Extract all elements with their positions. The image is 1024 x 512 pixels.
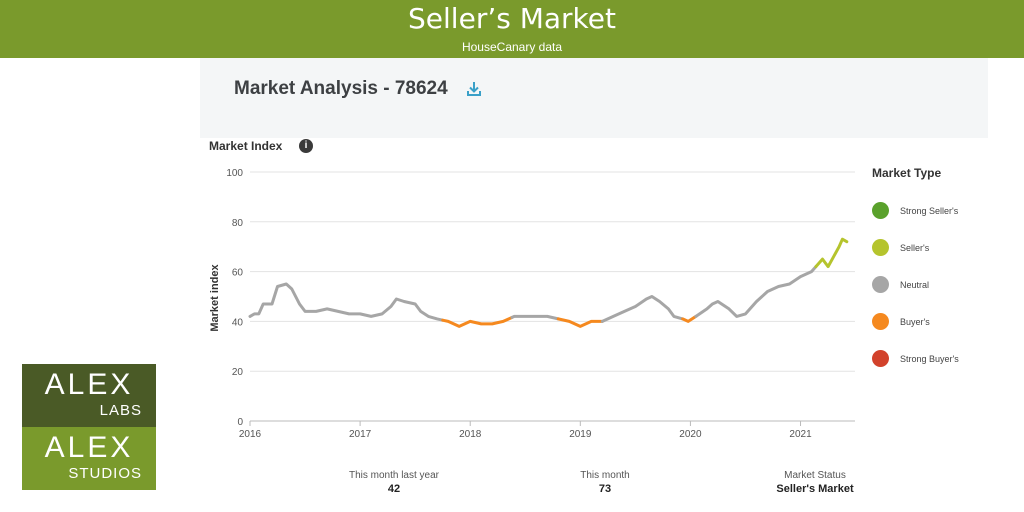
logo-studios: ALEX STUDIOS [22,427,156,490]
legend-swatch [872,276,889,293]
chart-grid [249,171,855,426]
stat-this-month-label: This month [580,470,630,481]
stat-last-year-label: This month last year [348,470,440,481]
legend-label: Seller's [900,242,930,253]
legend-item-neutral: Neutral [872,266,1012,303]
legend-label: Strong Buyer's [900,353,959,364]
market-index-label: Market Index [209,139,283,153]
stat-last-year: This month last year 42 [340,470,448,495]
logo-labs: ALEX LABS [22,364,156,427]
card-title: Market Analysis - 78624 [234,78,448,99]
logo-labs-subtitle: LABS [99,402,142,419]
y-tick-label: 20 [232,367,244,378]
series-segment [600,295,685,323]
x-axis-ticks: 2016 2017 2018 2019 2020 2021 [239,429,812,440]
stat-last-year-value: 42 [387,483,401,495]
series-segment [681,314,698,323]
info-icon[interactable]: i [299,139,313,153]
stat-market-status-value: Seller's Market [776,483,854,495]
y-axis-label: Market index [209,263,221,331]
legend-item-buyers: Buyer's [872,303,1012,340]
series-segment [510,314,560,321]
stat-this-month-value: 73 [598,483,612,495]
x-tick-label: 2020 [679,429,702,440]
download-icon[interactable] [466,80,482,98]
x-tick-label: 2017 [349,429,372,440]
x-tick-label: 2016 [239,429,262,440]
legend-item-strong-sellers: Strong Seller's [872,192,1012,229]
legend-label: Buyer's [900,316,930,327]
y-axis-ticks: 0 20 40 60 80 100 [226,168,243,428]
y-tick-label: 60 [232,268,244,279]
series-segment [441,315,514,328]
logo-studios-wordmark: ALEX [44,431,134,464]
legend-swatch [872,313,889,330]
alex-logo: ALEX LABS ALEX STUDIOS [22,364,156,490]
legend-label: Strong Seller's [900,205,959,216]
series-segment [814,237,849,269]
legend-label: Neutral [900,279,930,290]
legend: Market Type Strong Seller's Seller's Neu… [872,166,1012,377]
legend-item-sellers: Seller's [872,229,1012,266]
series-segment [556,317,604,328]
series-segment [694,265,818,318]
banner-title: Seller’s Market [408,2,616,35]
y-tick-label: 0 [237,417,243,428]
stat-this-month: This month 73 [560,470,650,495]
legend-swatch [872,202,889,219]
market-analysis-card: Market Analysis - 78624 [200,58,988,138]
logo-studios-subtitle: STUDIOS [68,465,142,482]
legend-swatch [872,239,889,256]
legend-item-strong-buyers: Strong Buyer's [872,340,1012,377]
x-tick-label: 2021 [789,429,812,440]
y-tick-label: 80 [232,218,244,229]
x-tick-label: 2018 [459,429,482,440]
banner-subtitle: HouseCanary data [461,40,563,54]
stat-market-status-label: Market Status [784,470,846,481]
logo-labs-wordmark: ALEX [44,368,134,401]
legend-swatch [872,350,889,367]
x-tick-label: 2019 [569,429,592,440]
chart-series [248,237,849,328]
y-tick-label: 100 [226,168,243,179]
y-tick-label: 40 [232,317,244,328]
series-segment [248,282,445,322]
stat-market-status: Market Status Seller's Market [760,470,870,495]
header-banner: Seller’s Market HouseCanary data [0,0,1024,58]
legend-title: Market Type [872,166,942,180]
